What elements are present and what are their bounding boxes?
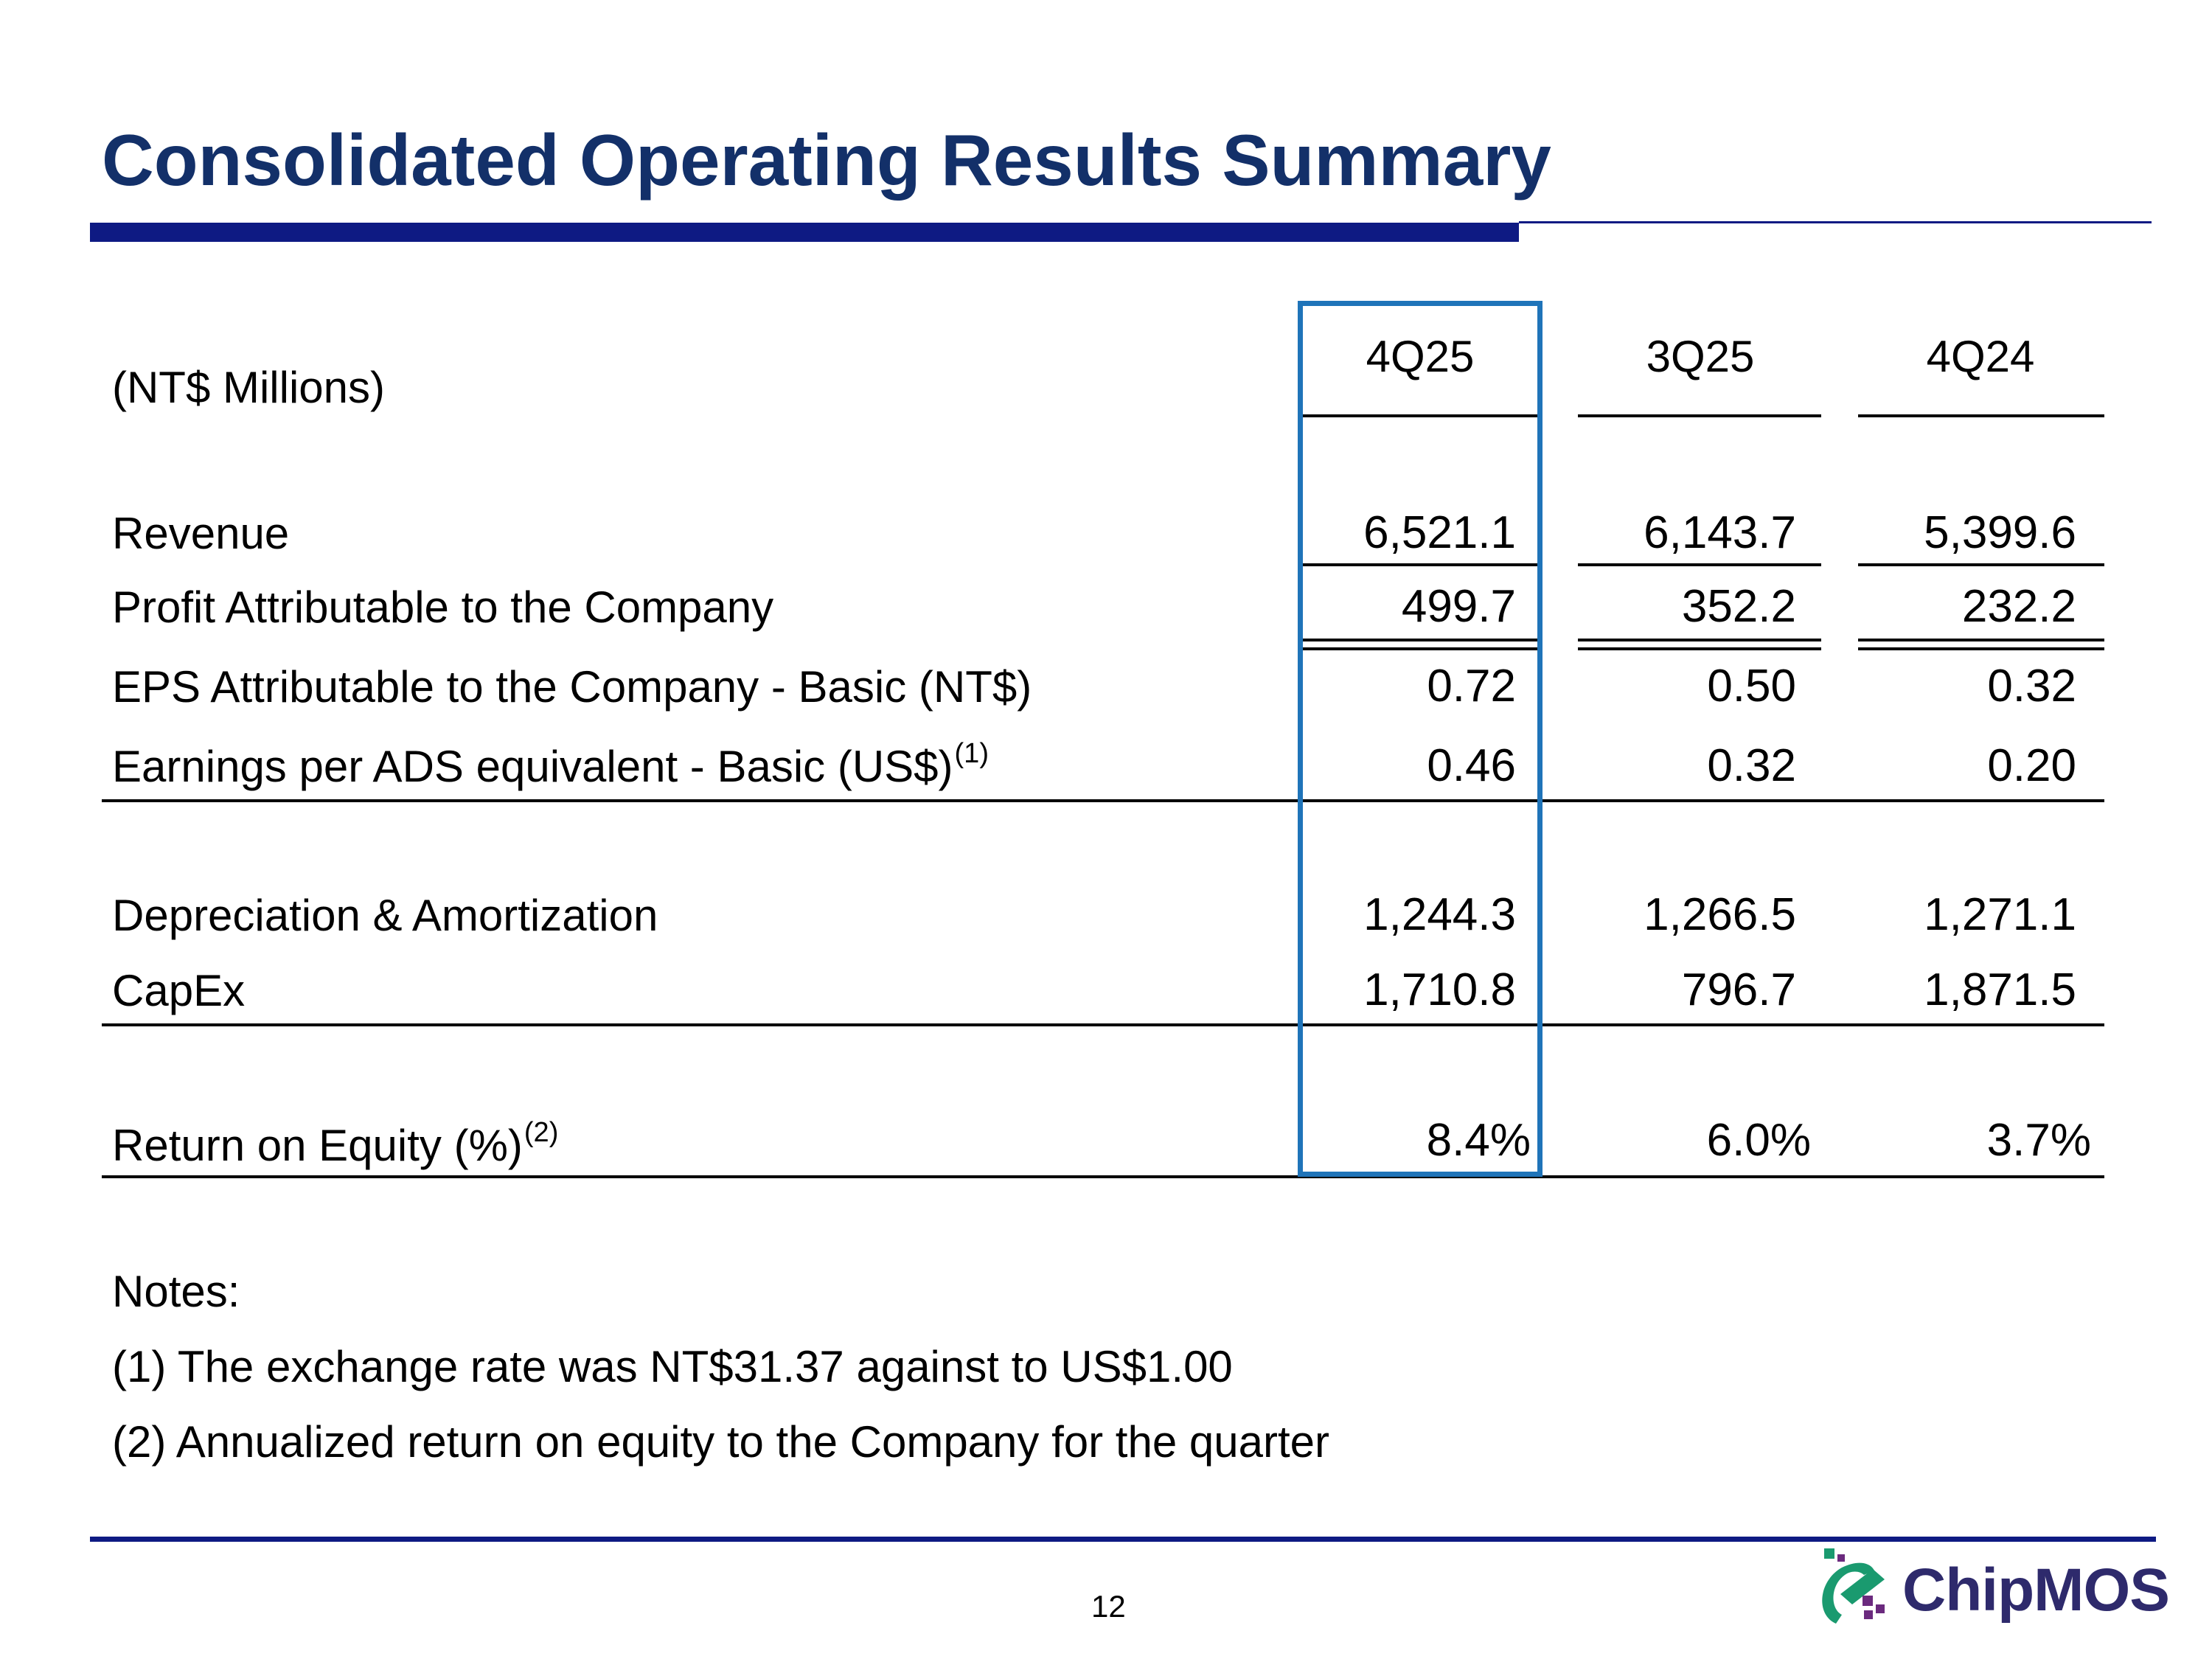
- unit-label: (NT$ Millions): [112, 363, 386, 412]
- cell-da-3q25: 1,266.5: [1644, 889, 1796, 940]
- section-rule: [102, 1023, 2104, 1026]
- cell-roe-3q25: 6.0%: [1706, 1115, 1811, 1166]
- row-label-profit: Profit Attributable to the Company: [112, 582, 774, 632]
- logo-wordmark: ChipMOS: [1902, 1557, 2170, 1624]
- header-rule: [1298, 414, 1541, 417]
- row-label-revenue: Revenue: [112, 509, 290, 558]
- note-item-1: (1) The exchange rate was NT$31.37 again…: [112, 1342, 1233, 1391]
- page-title: Consolidated Operating Results Summary: [102, 119, 1551, 201]
- row-label-depreciation: Depreciation & Amortization: [112, 891, 658, 940]
- footer-rule: [90, 1537, 2156, 1542]
- cell-profit-4q25: 499.7: [1401, 581, 1516, 632]
- cell-profit-4q24: 232.2: [1961, 581, 2076, 632]
- cell-capex-4q25: 1,710.8: [1363, 964, 1516, 1015]
- page-number: 12: [1091, 1589, 1126, 1624]
- cell-eps-4q24: 0.32: [1987, 661, 2076, 712]
- double-rule-top: [1298, 639, 1541, 641]
- cell-roe-4q24: 3.7%: [1986, 1115, 2091, 1166]
- cell-revenue-4q25: 6,521.1: [1363, 507, 1516, 558]
- title-underline-bar: [90, 223, 1519, 242]
- cell-roe-4q25: 8.4%: [1426, 1115, 1531, 1166]
- cell-capex-4q24: 1,871.5: [1924, 964, 2076, 1015]
- footnote-ref: (2): [524, 1117, 559, 1148]
- section-rule: [102, 799, 2104, 802]
- row-label-capex: CapEx: [112, 966, 246, 1015]
- footnote-ref: (1): [954, 738, 989, 769]
- column-header-3q25: 3Q25: [1646, 332, 1755, 381]
- double-rule-bottom: [1858, 647, 2104, 650]
- cell-da-4q25: 1,244.3: [1363, 889, 1516, 940]
- cell-capex-3q25: 796.7: [1681, 964, 1796, 1015]
- cell-eps-3q25: 0.50: [1707, 661, 1796, 712]
- double-rule-bottom: [1298, 647, 1541, 650]
- row-label-earnings-per-ads: Earnings per ADS equivalent - Basic (US$…: [112, 740, 989, 791]
- column-header-4q24: 4Q24: [1926, 332, 2035, 381]
- cell-revenue-3q25: 6,143.7: [1644, 507, 1796, 558]
- cell-ads-3q25: 0.32: [1707, 740, 1796, 791]
- chipmos-logo-mark-icon: [1822, 1548, 1885, 1624]
- cell-ads-4q24: 0.20: [1987, 740, 2076, 791]
- row-rule: [1578, 563, 1821, 566]
- cell-revenue-4q24: 5,399.6: [1924, 507, 2076, 558]
- row-label-text: Return on Equity (%): [112, 1121, 523, 1170]
- header-rule: [1578, 414, 1821, 417]
- cell-ads-4q25: 0.46: [1427, 740, 1516, 791]
- double-rule-top: [1578, 639, 1821, 641]
- cell-da-4q24: 1,271.1: [1924, 889, 2076, 940]
- cell-profit-3q25: 352.2: [1681, 581, 1796, 632]
- double-rule-bottom: [1578, 647, 1821, 650]
- cell-eps-4q25: 0.72: [1427, 661, 1516, 712]
- note-item-2: (2) Annualized return on equity to the C…: [112, 1417, 1329, 1467]
- row-label-text: Earnings per ADS equivalent - Basic (US$…: [112, 742, 953, 791]
- row-label-eps-basic: EPS Attributable to the Company - Basic …: [112, 662, 1032, 712]
- row-rule: [1298, 563, 1541, 566]
- row-rule: [1858, 563, 2104, 566]
- row-label-roe: Return on Equity (%)(2): [112, 1119, 558, 1170]
- notes-heading: Notes:: [112, 1267, 240, 1316]
- title-underline-rule: [1519, 221, 2152, 223]
- header-rule: [1858, 414, 2104, 417]
- current-quarter-highlight: [1298, 301, 1543, 1177]
- table-bottom-rule: [102, 1175, 2104, 1178]
- column-header-4q25: 4Q25: [1366, 332, 1475, 381]
- double-rule-top: [1858, 639, 2104, 641]
